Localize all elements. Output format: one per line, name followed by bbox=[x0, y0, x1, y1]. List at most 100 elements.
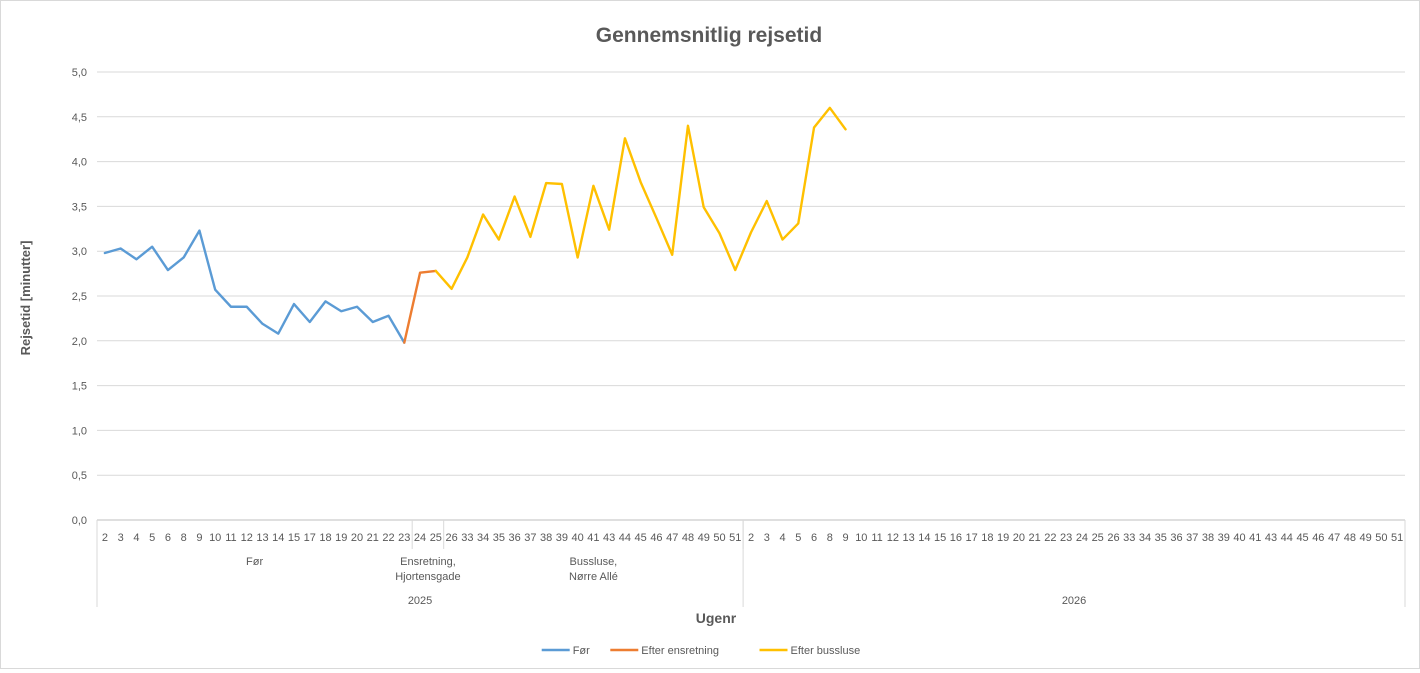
x-tick-label: 38 bbox=[1202, 532, 1214, 544]
x-tick-label: 5 bbox=[149, 532, 155, 544]
x-tick-label: 50 bbox=[1375, 532, 1387, 544]
x-tick-label: 8 bbox=[181, 532, 187, 544]
x-tick-label: 23 bbox=[1060, 532, 1072, 544]
x-tick-label: 44 bbox=[619, 532, 631, 544]
x-tick-label: 15 bbox=[288, 532, 300, 544]
y-tick-label: 5,0 bbox=[72, 67, 87, 79]
x-year-label: 2026 bbox=[1062, 595, 1086, 607]
x-tick-label: 36 bbox=[508, 532, 520, 544]
x-tick-label: 20 bbox=[351, 532, 363, 544]
x-tick-label: 6 bbox=[811, 532, 817, 544]
x-phase-label: Bussluse, Nørre Allé bbox=[569, 556, 618, 583]
x-tick-label: 22 bbox=[382, 532, 394, 544]
x-tick-label: 48 bbox=[1344, 532, 1356, 544]
x-tick-label: 26 bbox=[445, 532, 457, 544]
x-tick-label: 3 bbox=[764, 532, 770, 544]
series-line-før bbox=[103, 229, 406, 344]
x-tick-label: 24 bbox=[1076, 532, 1088, 544]
x-tick-label: 12 bbox=[241, 532, 253, 544]
x-tick-label: 38 bbox=[540, 532, 552, 544]
x-tick-label: 33 bbox=[1123, 532, 1135, 544]
series-line-efter-ensretning bbox=[403, 269, 438, 344]
y-axis-ticks: 0,0 0,5 1,0 1,5 2,0 2,5 3,0 3,5 4,0 4,5 5,0 bbox=[72, 67, 87, 527]
x-year-label: 2025 bbox=[408, 595, 432, 607]
x-tick-label: 10 bbox=[209, 532, 221, 544]
x-tick-label: 21 bbox=[367, 532, 379, 544]
x-tick-label: 47 bbox=[666, 532, 678, 544]
x-tick-label: 12 bbox=[887, 532, 899, 544]
y-tick-label: 2,5 bbox=[72, 291, 87, 303]
x-phase-label: Ensretning, Hjortensgade bbox=[395, 556, 460, 583]
x-tick-label: 2 bbox=[748, 532, 754, 544]
x-tick-label: 14 bbox=[272, 532, 284, 544]
legend-label: Efter bussluse bbox=[791, 645, 861, 657]
x-axis-label: Ugenr bbox=[696, 610, 737, 626]
x-tick-label: 23 bbox=[398, 532, 410, 544]
x-tick-label: 15 bbox=[934, 532, 946, 544]
x-tick-label: 17 bbox=[304, 532, 316, 544]
x-tick-label: 11 bbox=[225, 532, 236, 544]
y-tick-label: 3,5 bbox=[72, 201, 87, 213]
x-tick-label: 45 bbox=[1296, 532, 1308, 544]
x-tick-label: 44 bbox=[1281, 532, 1293, 544]
x-tick-label: 25 bbox=[1092, 532, 1104, 544]
x-phase-label: Før bbox=[246, 556, 263, 568]
x-tick-label: 36 bbox=[1170, 532, 1182, 544]
y-tick-label: 2,0 bbox=[72, 336, 87, 348]
x-tick-label: 34 bbox=[1139, 532, 1151, 544]
x-tick-label: 37 bbox=[524, 532, 536, 544]
x-tick-label: 16 bbox=[950, 532, 962, 544]
gridlines bbox=[97, 71, 1405, 521]
x-tick-label: 41 bbox=[1249, 532, 1261, 544]
y-tick-label: 0,0 bbox=[72, 515, 87, 527]
x-tick-label: 4 bbox=[779, 532, 785, 544]
y-tick-label: 1,0 bbox=[72, 425, 87, 437]
x-tick-label: 9 bbox=[842, 532, 848, 544]
x-tick-label: 49 bbox=[1359, 532, 1371, 544]
x-tick-label: 4 bbox=[133, 532, 139, 544]
x-tick-label: 50 bbox=[713, 532, 725, 544]
x-tick-label: 41 bbox=[587, 532, 599, 544]
x-tick-label: 10 bbox=[855, 532, 867, 544]
chart-title: Gennemsnitlig rejsetid bbox=[596, 24, 822, 47]
x-tick-label: 43 bbox=[1265, 532, 1277, 544]
x-tick-label: 40 bbox=[572, 532, 584, 544]
x-tick-label: 8 bbox=[827, 532, 833, 544]
x-tick-label: 34 bbox=[477, 532, 489, 544]
x-tick-label: 48 bbox=[682, 532, 694, 544]
legend: Før Efter ensretning Efter bussluse bbox=[541, 645, 861, 657]
x-tick-label: 35 bbox=[493, 532, 505, 544]
x-tick-label: 6 bbox=[165, 532, 171, 544]
y-tick-label: 0,5 bbox=[72, 470, 87, 482]
x-tick-label: 39 bbox=[1218, 532, 1230, 544]
y-axis-label: Rejsetid [minutter] bbox=[18, 241, 33, 356]
series-line-efter-bussluse bbox=[434, 106, 847, 291]
y-tick-label: 3,0 bbox=[72, 246, 87, 258]
series-lines bbox=[103, 106, 847, 344]
y-tick-label: 4,5 bbox=[72, 112, 87, 124]
x-tick-label: 2 bbox=[102, 532, 108, 544]
y-tick-label: 4,0 bbox=[72, 157, 87, 169]
x-tick-label: 9 bbox=[196, 532, 202, 544]
x-tick-label: 20 bbox=[1013, 532, 1025, 544]
x-tick-label: 5 bbox=[795, 532, 801, 544]
x-tick-label: 33 bbox=[461, 532, 473, 544]
x-tick-label: 51 bbox=[1391, 532, 1403, 544]
x-tick-label: 40 bbox=[1233, 532, 1245, 544]
x-tick-label: 18 bbox=[981, 532, 993, 544]
x-tick-label: 19 bbox=[335, 532, 347, 544]
x-tick-label: 35 bbox=[1155, 532, 1167, 544]
x-tick-label: 3 bbox=[118, 532, 124, 544]
x-tick-label: 37 bbox=[1186, 532, 1198, 544]
y-tick-label: 1,5 bbox=[72, 381, 87, 393]
x-tick-label: 49 bbox=[698, 532, 710, 544]
x-tick-label: 21 bbox=[1029, 532, 1041, 544]
x-tick-label: 45 bbox=[635, 532, 647, 544]
x-tick-label: 46 bbox=[650, 532, 662, 544]
x-tick-label: 14 bbox=[918, 532, 930, 544]
x-tick-label: 19 bbox=[997, 532, 1009, 544]
x-tick-label: 13 bbox=[902, 532, 914, 544]
x-tick-label: 47 bbox=[1328, 532, 1340, 544]
